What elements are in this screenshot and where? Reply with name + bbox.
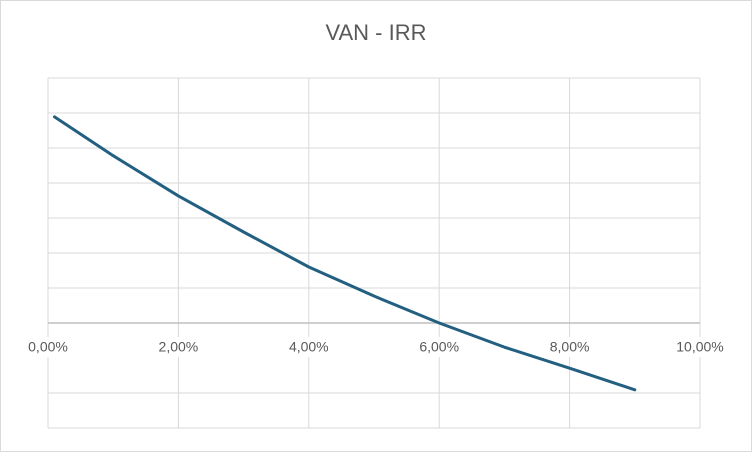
tick-label-bg xyxy=(541,337,598,357)
x-tick-label: 10,00% xyxy=(676,339,723,355)
x-tick-label: 8,00% xyxy=(550,339,590,355)
chart-title: VAN - IRR xyxy=(325,20,426,45)
x-tick-label: 6,00% xyxy=(419,339,459,355)
tick-label-bg xyxy=(150,337,207,357)
tick-label-bg xyxy=(672,337,728,357)
tick-label-bg xyxy=(20,337,76,357)
x-tick-label: 0,00% xyxy=(28,339,68,355)
x-tick-label: 4,00% xyxy=(289,339,329,355)
tick-label-bg xyxy=(411,337,468,357)
data-line xyxy=(53,115,637,392)
tick-label-bg xyxy=(280,337,337,357)
x-tick-label: 2,00% xyxy=(159,339,199,355)
